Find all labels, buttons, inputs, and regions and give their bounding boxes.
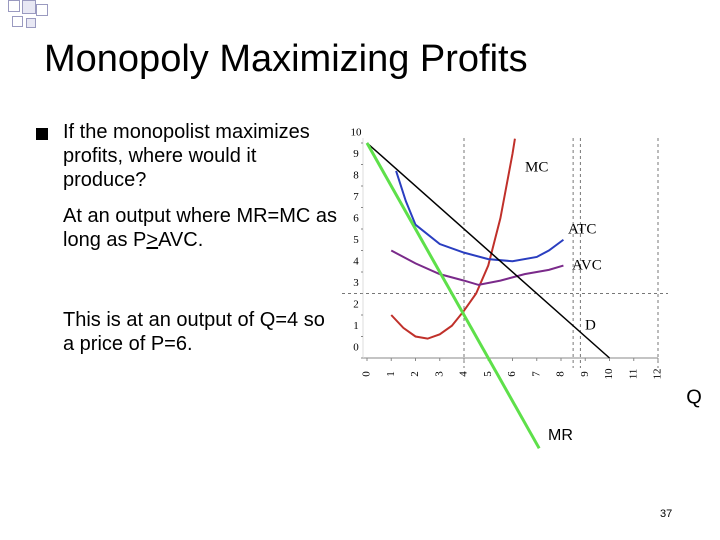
line-4	[365, 142, 541, 450]
x-tick-label: 11	[627, 369, 639, 380]
y-tick-label: 0	[353, 342, 359, 354]
y-tick-label: 10	[351, 127, 363, 139]
paragraph: This is at an output of Q=4 so a price o…	[63, 309, 325, 355]
x-tick-label: 0	[361, 371, 373, 377]
y-tick-label: 6	[353, 213, 359, 225]
series-label: ATC	[568, 221, 596, 237]
line-2	[390, 249, 564, 286]
y-tick-label: 3	[353, 277, 359, 289]
y-tick-label: 9	[353, 148, 359, 160]
y-tick-label: 4	[353, 256, 359, 268]
x-tick-label: 3	[433, 371, 445, 377]
x-tick-label: 5	[482, 371, 494, 377]
x-tick-label: 12	[652, 369, 664, 380]
y-tick-label: 5	[353, 234, 359, 246]
x-axis-label: Q	[686, 386, 702, 408]
y-tick-label: 7	[353, 191, 359, 203]
x-tick-label: 9	[579, 371, 591, 377]
line-0	[390, 138, 516, 340]
x-tick-label: 7	[530, 371, 542, 377]
y-tick-label: 2	[353, 299, 359, 311]
series-label: D	[585, 317, 596, 333]
page-number: 37	[660, 508, 673, 520]
series-label: MR	[548, 427, 573, 444]
x-tick-label: 1	[385, 371, 397, 377]
x-tick-label: 4	[458, 371, 470, 377]
line-1	[395, 170, 565, 263]
y-tick-label: 1	[353, 320, 359, 332]
x-tick-label: 8	[555, 371, 567, 377]
paragraph: If the monopolist maximizes profits, whe…	[63, 121, 310, 191]
text: At an output where MR=MC as long as P	[63, 205, 338, 251]
series-label: MC	[525, 159, 548, 175]
bullet	[36, 128, 48, 140]
series-label: AVC	[572, 257, 602, 273]
x-tick-label: 10	[603, 368, 615, 380]
x-tick-label: 2	[409, 371, 421, 377]
paragraph: At an output where MR=MC as long as P>AV…	[63, 204, 338, 252]
text: AVC.	[158, 229, 204, 251]
text: >	[146, 229, 159, 251]
corner-decoration	[0, 0, 60, 40]
slide-title: Monopoly Maximizing Profits	[44, 38, 528, 80]
x-tick-label: 6	[506, 371, 518, 377]
y-tick-label: 8	[353, 170, 359, 182]
line-3	[366, 142, 610, 359]
